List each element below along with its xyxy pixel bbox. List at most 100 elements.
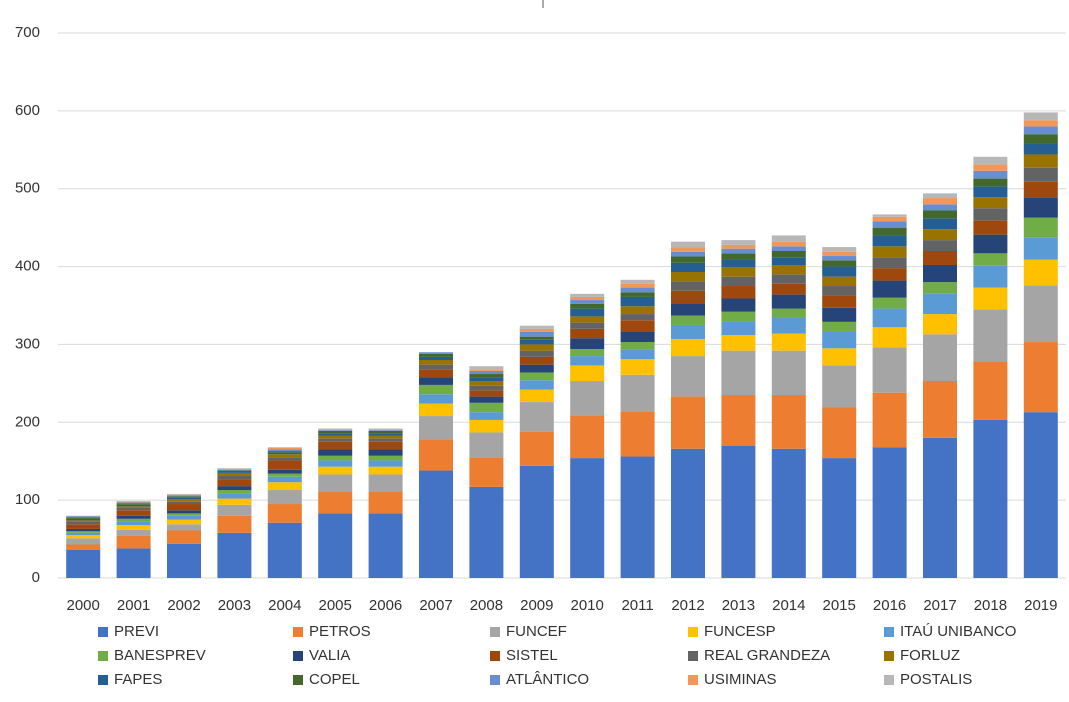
bar-segment [872,392,907,448]
legend-label: BANESPREV [114,647,206,664]
bar-segment [318,455,353,461]
x-tick-label: 2012 [671,597,704,614]
bar-segment [620,342,655,350]
bar-segment [217,476,252,480]
legend-label: ATLÂNTICO [506,671,589,688]
bar-segment [570,458,605,578]
bar-segment [771,350,806,396]
bar-segment [923,381,957,438]
bar-segment [671,338,705,357]
legend-swatch [98,627,108,637]
bar-segment [419,352,453,354]
bar-segment [318,491,353,514]
bar-segment [973,164,1008,171]
bar-segment [318,474,353,492]
bar-segment [217,470,252,473]
bar-segment [318,428,353,430]
bar-segment [217,532,252,578]
bar-segment [721,311,756,322]
bar-segment [66,528,101,532]
bar-segment [973,265,1008,288]
legend-swatch [98,651,108,661]
legend-label: FORLUZ [900,647,960,664]
bar-segment [318,460,353,467]
bar-segment [872,221,907,228]
bar-segment [217,468,252,469]
legend-label: ITAÚ UNIBANCO [900,623,1016,640]
bar-segment [872,327,907,348]
bar-segment [872,227,907,236]
bar-segment [822,307,857,322]
bar-segment [469,412,504,420]
legend-label: FUNCESP [704,623,776,640]
bar-segment [116,507,151,511]
bar-segment [368,428,403,430]
bar-segment [116,515,151,519]
bar-segment [519,465,554,578]
bar-segment [368,449,403,456]
x-tick-label: 2009 [520,597,553,614]
bar-segment [519,328,554,332]
bar-segment [620,374,655,412]
bar-segment [469,374,504,378]
bar-segment [116,506,151,508]
bar-segment [671,262,705,273]
bar-segment [620,456,655,578]
bar-segment [822,458,857,578]
bar-segment [267,447,302,448]
bar-segment [771,246,806,251]
bar-segment [721,244,756,249]
bar-segment [570,381,605,416]
bar-segment [721,350,756,396]
bar-segment [368,441,403,450]
bar-segment [771,257,806,266]
bar-segment [318,449,353,456]
bar-segment [318,429,353,431]
bar-segment [1023,112,1058,121]
legend-swatch [293,627,303,637]
bar-segment [721,445,756,578]
bar-segment [721,240,756,245]
bar-segment [419,369,453,378]
x-tick-label: 2013 [722,597,755,614]
bar-segment [116,518,151,522]
y-tick-label: 500 [15,180,40,197]
bar-segment [570,356,605,366]
bar-segment [267,457,302,461]
bar-segment [771,395,806,449]
legend-swatch [884,627,894,637]
bar-segment [469,366,504,370]
bar-segment [872,246,907,258]
legend-swatch [98,675,108,685]
bar-segment [973,178,1008,187]
bar-segment [923,334,957,382]
y-tick-label: 100 [15,491,40,508]
bar-segment [1023,217,1058,238]
bar-segment [217,490,252,494]
bar-segment [923,198,957,205]
bar-segment [822,407,857,459]
x-tick-label: 2018 [974,597,1007,614]
y-tick-label: 0 [32,569,40,586]
bar-segment [620,292,655,297]
x-tick-label: 2014 [772,597,805,614]
bar-segment [368,435,403,439]
bar-segment [721,395,756,446]
bar-segment [469,396,504,403]
bar-segment [217,472,252,474]
bar-segment [116,521,151,526]
bar-segment [973,287,1008,310]
bar-segment [318,433,353,436]
bar-segment [419,353,453,357]
bar-segment [1023,259,1058,286]
bar-segment [721,259,756,268]
legend-swatch [884,675,894,685]
bar-segment [1023,167,1058,182]
bar-segment [822,348,857,366]
bar-segment [66,535,101,539]
bar-segment [368,433,403,436]
bar-segment [620,287,655,293]
x-tick-label: 2008 [470,597,503,614]
bar-segment [721,267,756,277]
bar-segment [973,197,1008,209]
